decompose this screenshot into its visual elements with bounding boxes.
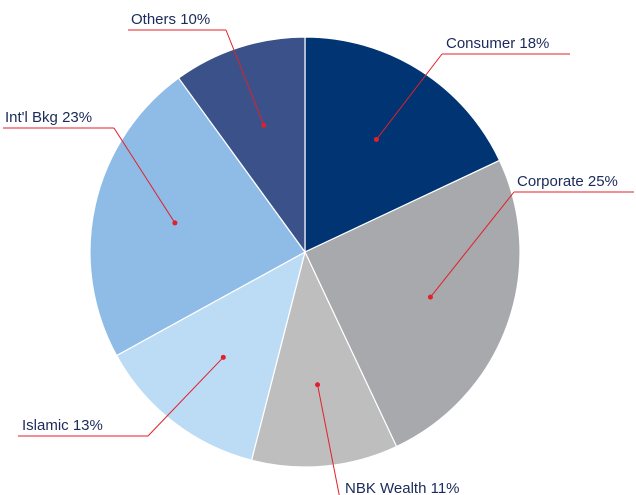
leader-dot <box>315 382 321 388</box>
slice-name: Consumer <box>446 35 515 52</box>
slice-label: Others 10% <box>131 11 210 28</box>
leader-line <box>317 384 340 495</box>
leader-dot <box>220 354 226 360</box>
slice-value: 18% <box>519 35 549 52</box>
leader-dot <box>261 122 267 128</box>
slice-name: Others <box>131 11 176 28</box>
leader-dot <box>427 294 433 300</box>
slice-label: Int'l Bkg 23% <box>5 109 92 126</box>
pie-slice <box>177 36 306 254</box>
pie-slice <box>115 250 306 461</box>
slice-label: Consumer 18% <box>446 35 549 52</box>
slice-name: NBK Wealth <box>345 480 426 495</box>
leader-dot <box>373 136 379 142</box>
slice-value: 23% <box>62 109 92 126</box>
slice-name: Int'l Bkg <box>5 109 58 126</box>
slice-label: Islamic 13% <box>22 417 103 434</box>
slice-value: 11% <box>431 480 460 495</box>
slice-name: Corporate <box>517 173 584 190</box>
leader-line <box>113 127 176 224</box>
slice-label: NBK Wealth 11% <box>345 480 460 495</box>
pie-slice <box>89 77 306 357</box>
pie-slice <box>304 36 501 253</box>
leader-line <box>376 53 443 140</box>
leader-line <box>147 356 224 437</box>
leader-line <box>430 191 515 298</box>
pie-slice <box>250 250 398 468</box>
slice-value: 13% <box>73 417 103 434</box>
leader-dot <box>172 220 178 226</box>
leader-line <box>225 29 265 126</box>
slice-name: Islamic <box>22 417 69 434</box>
slice-value: 10% <box>180 11 210 28</box>
slice-value: 25% <box>588 173 618 190</box>
pie-slice <box>304 159 521 448</box>
slice-label: Corporate 25% <box>517 173 618 190</box>
